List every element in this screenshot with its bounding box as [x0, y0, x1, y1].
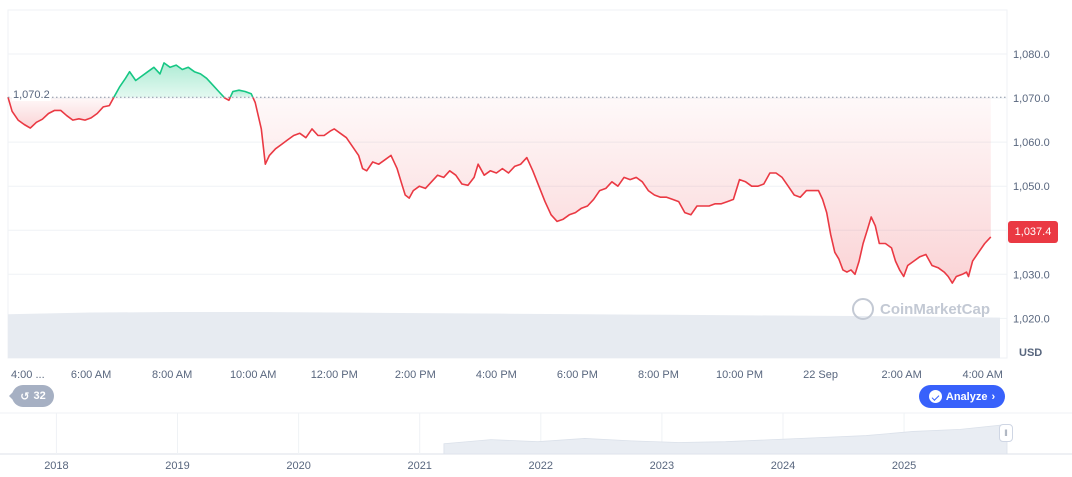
analyze-label: Analyze	[945, 390, 988, 403]
navigator-handle[interactable]: ‖	[999, 424, 1013, 442]
navigator-year-label: 2025	[892, 460, 916, 472]
navigator[interactable]: 2018 2019 2020 2021 2022 2023 2024 2025	[0, 412, 1072, 472]
x-tick-label: 10:00 AM	[230, 369, 276, 381]
navigator-year-label: 2022	[529, 460, 553, 472]
watermark-text: CoinMarketCap	[880, 300, 991, 318]
y-tick-label: 1,080.0	[1013, 49, 1050, 61]
y-tick-label: 1,020.0	[1013, 313, 1050, 325]
area-fill-2	[113, 62, 224, 98]
price-line-segment-1	[7, 96, 115, 129]
x-tick-label: 10:00 PM	[716, 369, 763, 381]
y-tick-label: 1,070.0	[1013, 93, 1050, 105]
x-tick-label: 22 Sep	[803, 369, 838, 381]
y-axis: 1,020.01,030.01,040.01,050.01,060.01,070…	[1013, 49, 1050, 325]
x-tick-label: 4:00 AM	[963, 369, 1003, 381]
watermark: CoinMarketCap	[852, 298, 990, 320]
y-tick-label: 1,060.0	[1013, 137, 1050, 149]
area-fill-4	[230, 90, 253, 98]
x-tick-label: 8:00 AM	[152, 369, 192, 381]
navigator-year-label: 2021	[407, 460, 431, 472]
navigator-year-label: 2020	[286, 460, 310, 472]
area-fill-5	[252, 97, 991, 284]
x-tick-label: 4:00 PM	[476, 369, 517, 381]
navigator-year-label: 2019	[165, 460, 189, 472]
y-tick-label: 1,050.0	[1013, 181, 1050, 193]
price-lines	[7, 62, 1007, 284]
y-tick-label: 1,030.0	[1013, 269, 1050, 281]
history-button[interactable]: ↺ 32	[9, 385, 54, 407]
x-tick-label: 12:00 PM	[311, 369, 358, 381]
currency-unit-label: USD	[1019, 347, 1043, 359]
area-fill-1	[8, 97, 114, 129]
x-tick-label: 4:00 ...	[11, 369, 45, 381]
chevron-right-icon: ›	[991, 390, 996, 403]
history-icon: ↺	[20, 390, 30, 403]
x-axis: 4:00 ... 6:00 AM 8:00 AM 10:00 AM 12:00 PM 2:…	[11, 369, 1003, 381]
x-tick-label: 6:00 PM	[557, 369, 598, 381]
x-tick-label: 8:00 PM	[638, 369, 679, 381]
analyze-icon	[928, 390, 942, 403]
volume-bars	[8, 312, 1000, 358]
x-tick-label: 6:00 AM	[71, 369, 111, 381]
x-tick-label: 2:00 PM	[395, 369, 436, 381]
navigator-year-label: 2024	[771, 460, 795, 472]
price-line-segment-4	[229, 89, 254, 98]
history-count: 32	[33, 390, 46, 402]
x-tick-label: 2:00 AM	[881, 369, 921, 381]
price-line-segment-2	[113, 62, 225, 98]
area-fills	[8, 62, 991, 284]
analyze-button[interactable]: Analyze ›	[919, 385, 1005, 408]
navigator-year-label: 2018	[44, 460, 68, 472]
navigator-year-label: 2023	[650, 460, 674, 472]
coinmarketcap-logo-icon	[852, 298, 874, 320]
current-price-badge: 1,037.4	[1008, 221, 1058, 243]
reference-price-label: 1,070.2	[12, 89, 51, 101]
price-line-segment-5	[252, 96, 992, 284]
volume-area	[8, 312, 1000, 358]
navigator-area	[443, 424, 1008, 455]
